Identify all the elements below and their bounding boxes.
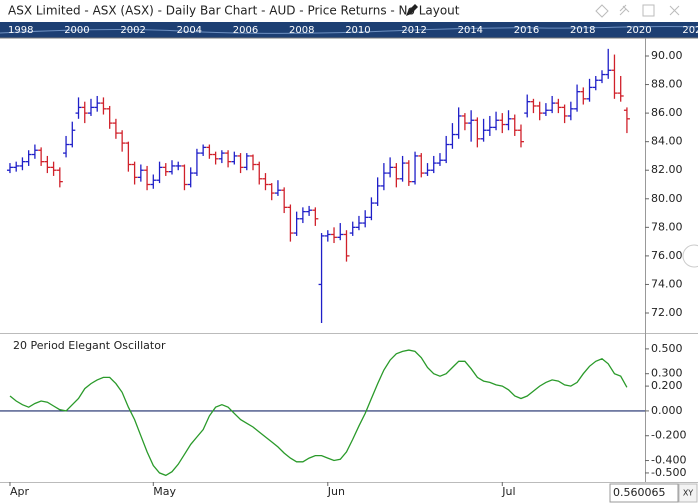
y-tick-label: 0.300 <box>651 367 683 380</box>
readout-value: 0.560065 <box>613 486 666 499</box>
x-tick-label: Apr <box>10 485 30 498</box>
timeline-year: 2002 <box>120 25 145 36</box>
maximize-icon[interactable] <box>642 4 655 17</box>
timeline-year: 2018 <box>570 25 595 36</box>
y-tick-label: -0.200 <box>651 429 686 442</box>
y-tick-label: 84.00 <box>651 135 683 148</box>
edit-icon[interactable] <box>406 4 418 16</box>
oscillator-line <box>9 349 628 477</box>
y-tick-label: 0.200 <box>651 379 683 392</box>
x-tick-label: May <box>153 485 176 498</box>
timeline-year: 2020 <box>626 25 651 36</box>
oscillator-title: 20 Period Elegant Oscillator <box>13 339 166 352</box>
y-tick-label: 86.00 <box>651 106 683 119</box>
x-tick-label: Jul <box>501 485 515 498</box>
xy-button[interactable] <box>678 483 698 503</box>
timeline-year: 2012 <box>401 25 426 36</box>
timeline-strip[interactable] <box>0 22 698 38</box>
y-tick-label: -0.400 <box>651 454 686 467</box>
scroll-handle[interactable] <box>682 244 698 268</box>
pin-icon[interactable] <box>619 4 630 16</box>
timeline-year: 2006 <box>233 25 258 36</box>
timeline-year: 2016 <box>514 25 539 36</box>
y-tick-label: 82.00 <box>651 163 683 176</box>
y-tick-label: 74.00 <box>651 277 683 290</box>
y-tick-label: 72.00 <box>651 306 683 319</box>
timeline-year: 1998 <box>8 25 33 36</box>
timeline-year: 2000 <box>64 25 89 36</box>
y-tick-label: 78.00 <box>651 220 683 233</box>
y-tick-label: 0.500 <box>651 342 683 355</box>
y-tick-label: 88.00 <box>651 78 683 91</box>
timeline-year: 2010 <box>345 25 370 36</box>
y-tick-label: 80.00 <box>651 192 683 205</box>
y-tick-label: 76.00 <box>651 249 683 262</box>
timeline-wave <box>0 25 698 34</box>
diamond-icon[interactable] <box>595 4 609 18</box>
readout-box <box>609 483 679 503</box>
chart-title: ASX Limited - ASX (ASX) - Daily Bar Char… <box>8 4 460 18</box>
timeline-year: 2014 <box>458 25 483 36</box>
timeline-year: 2004 <box>177 25 202 36</box>
y-tick-label: 90.00 <box>651 49 683 62</box>
close-icon[interactable] <box>669 5 680 16</box>
timeline-year: 2008 <box>289 25 314 36</box>
x-tick-label: Jun <box>327 485 345 498</box>
timeline-year: 2022 <box>682 25 698 36</box>
y-tick-label: 0.000 <box>651 404 683 417</box>
y-tick-label: -0.500 <box>651 466 686 479</box>
title-bar <box>0 0 698 22</box>
xy-button-label[interactable]: XY <box>683 489 693 498</box>
